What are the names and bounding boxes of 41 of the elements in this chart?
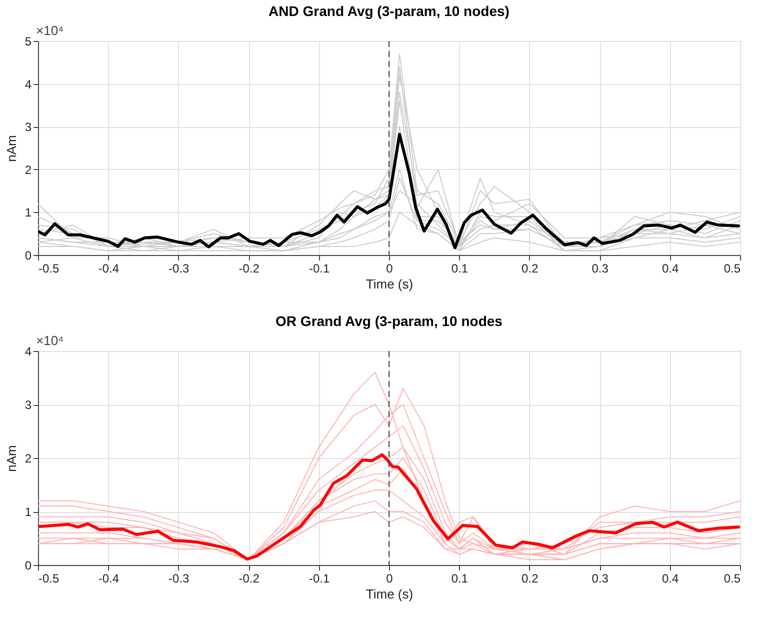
y-tick-label: 1	[24, 505, 32, 519]
x-tick-label: 0.3	[592, 572, 609, 586]
x-tick-label: -0.2	[238, 572, 260, 586]
text: ×10⁴	[36, 333, 64, 348]
x-tick-label: 0.2	[522, 262, 539, 276]
x-tick-label: -0.2	[238, 262, 260, 276]
x-tick-label: 0.4	[662, 262, 679, 276]
text: ×10⁴	[36, 23, 64, 38]
y-tick-label: 3	[24, 120, 32, 134]
x-tick-label: 0.3	[592, 262, 609, 276]
y-tick-label: 0	[24, 248, 32, 262]
x-tick-label: -0.4	[98, 262, 120, 276]
y-tick-label: 1	[24, 206, 32, 220]
x-tick-label: 0.1	[451, 572, 468, 586]
x-tick-label: -0.1	[308, 572, 330, 586]
y-tick-label: 4	[24, 77, 32, 92]
x-tick-label: 0.5	[724, 572, 741, 586]
y-tick-label: 2	[24, 452, 32, 466]
y-axis-title: nAm	[4, 445, 19, 472]
x-tick-label: 0	[386, 262, 394, 276]
x-tick-label: 0.2	[522, 572, 539, 586]
x-tick-label: -0.4	[98, 572, 120, 586]
x-axis-title: Time (s)	[366, 586, 414, 602]
chart-title: OR Grand Avg (3-param, 10 nodes	[276, 313, 503, 329]
y-tick-label: 3	[24, 398, 32, 412]
y-axis-title: nAm	[4, 135, 19, 162]
x-tick-label: -0.3	[168, 572, 190, 586]
y-tick-label: 0	[24, 558, 32, 572]
x-tick-label: -0.1	[308, 262, 330, 276]
x-tick-label: 0.5	[724, 262, 741, 276]
y-tick-label: 5	[24, 34, 32, 48]
x-tick-label: 0.4	[662, 572, 679, 586]
x-tick-label: 0.1	[451, 262, 468, 276]
y-tick-label: 2	[24, 162, 32, 177]
x-tick-label: -0.5	[38, 572, 60, 586]
x-tick-label: -0.5	[38, 262, 60, 276]
x-axis-title: Time (s)	[366, 276, 414, 292]
y-tick-label: 4	[24, 344, 32, 358]
x-tick-label: 0	[386, 572, 394, 586]
x-tick-label: -0.3	[168, 262, 190, 276]
chart-title: AND Grand Avg (3-param, 10 nodes)	[268, 3, 510, 19]
